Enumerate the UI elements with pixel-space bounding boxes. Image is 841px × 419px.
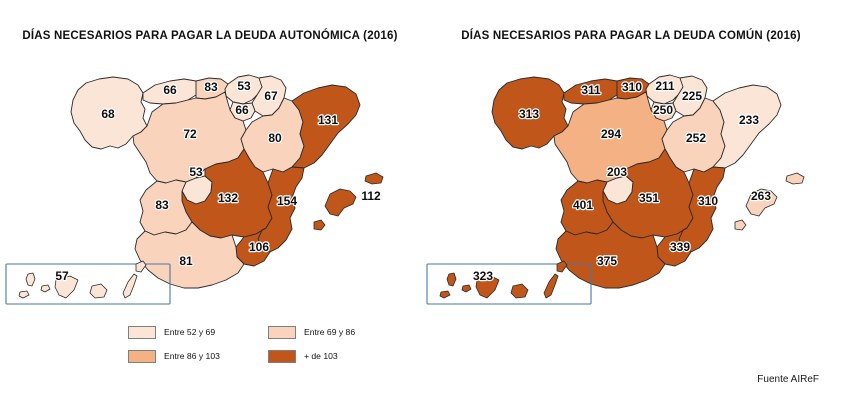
map-label-madrid: 53: [189, 165, 203, 179]
region-castilla-mancha[interactable]: [602, 148, 694, 239]
map-label-valencia: 310: [698, 194, 718, 208]
region-canarias-fuerteventura[interactable]: [543, 273, 559, 299]
legend-row: Entre 52 y 69 Entre 69 y 86: [128, 322, 408, 342]
legend-swatch-icon: [128, 325, 156, 339]
region-canarias-el-hierro[interactable]: [439, 290, 451, 299]
region-canarias-la-gomera[interactable]: [40, 284, 51, 293]
legend-row: Entre 86 y 103 + de 103: [128, 346, 408, 366]
region-andalucia[interactable]: [134, 221, 245, 289]
canary-islands-box: [426, 263, 592, 305]
map-label-valencia: 154: [277, 194, 297, 208]
map-label-castilla-mancha: 351: [639, 191, 659, 205]
map-label-murcia: 339: [670, 240, 690, 254]
panel-deuda-comun: DÍAS NECESARIOS PARA PAGAR LA DEUDA COMÚ…: [421, 0, 841, 419]
region-cataluna[interactable]: [291, 84, 361, 169]
legend-swatch-icon: [128, 349, 156, 363]
legend-label: + de 103: [304, 351, 338, 361]
map-label-baleares: 112: [361, 189, 381, 203]
map-label-aragon: 252: [686, 131, 706, 145]
map-label-madrid: 203: [607, 165, 627, 179]
region-baleares-ibiza[interactable]: [734, 219, 747, 231]
map-label-castilla-leon: 72: [183, 127, 197, 141]
region-canarias-lanzarote[interactable]: [556, 260, 568, 273]
region-canarias-gran-canaria[interactable]: [89, 283, 108, 299]
region-canarias-el-hierro[interactable]: [18, 290, 30, 299]
map-label-galicia: 68: [101, 107, 115, 121]
map-label-cantabria: 310: [622, 80, 642, 94]
panel-deuda-autonomica: DÍAS NECESARIOS PARA PAGAR LA DEUDA AUTO…: [0, 0, 420, 419]
legend-item-2[interactable]: Entre 86 y 103: [128, 349, 268, 363]
map-label-castilla-mancha: 132: [218, 191, 238, 205]
region-baleares[interactable]: [745, 188, 778, 217]
legend-label: Entre 52 y 69: [164, 327, 216, 337]
map-label-extremadura: 83: [155, 198, 169, 212]
region-canarias-la-palma[interactable]: [446, 272, 457, 287]
region-cataluna[interactable]: [712, 84, 782, 169]
canary-islands-box: [5, 263, 171, 305]
spain-map-svg-right: 313 311 310 211 225 250 294 252 233 203 …: [426, 74, 805, 305]
legend-swatch-icon: [268, 325, 296, 339]
legend-label: Entre 69 y 86: [304, 327, 356, 337]
map-label-murcia: 106: [249, 240, 269, 254]
page-title-left: DÍAS NECESARIOS PARA PAGAR LA DEUDA AUTO…: [22, 30, 398, 42]
map-label-canarias: 323: [473, 269, 493, 283]
region-andalucia[interactable]: [555, 221, 666, 289]
region-baleares-menorca[interactable]: [785, 172, 805, 185]
map-label-cataluna: 233: [739, 113, 759, 127]
region-canarias-tenerife[interactable]: [54, 275, 79, 299]
map-label-extremadura: 401: [573, 198, 593, 212]
map-label-la-rioja: 66: [235, 103, 249, 117]
region-valencia[interactable]: [678, 166, 726, 253]
map-label-andalucia: 375: [597, 254, 617, 268]
legend-item-3[interactable]: + de 103: [268, 349, 408, 363]
region-baleares-menorca[interactable]: [364, 172, 384, 185]
map-right: 313 311 310 211 225 250 294 252 233 203 …: [421, 52, 841, 312]
source-note: Fuente AIReF: [757, 374, 819, 385]
region-castilla-mancha[interactable]: [181, 148, 273, 239]
map-label-canarias: 57: [55, 269, 69, 283]
map-label-baleares: 263: [751, 189, 771, 203]
region-canarias-la-gomera[interactable]: [461, 284, 472, 293]
map-label-la-rioja: 250: [653, 103, 673, 117]
page-title-right: DÍAS NECESARIOS PARA PAGAR LA DEUDA COMÚ…: [461, 30, 801, 42]
legend-item-1[interactable]: Entre 69 y 86: [268, 325, 408, 339]
legend-swatch-icon: [268, 349, 296, 363]
map-label-aragon: 80: [268, 131, 282, 145]
region-canarias-gran-canaria[interactable]: [510, 283, 529, 299]
map-label-andalucia: 81: [179, 254, 193, 268]
map-label-castilla-leon: 294: [601, 127, 621, 141]
region-canarias-tenerife[interactable]: [475, 275, 500, 299]
region-canarias-lanzarote[interactable]: [135, 260, 147, 273]
region-canarias-fuerteventura[interactable]: [122, 273, 138, 299]
map-left: 68 66 83 53 67 66 72 80 131 53 132 154 1…: [0, 52, 420, 312]
map-label-pais-vasco: 211: [655, 79, 675, 93]
region-baleares[interactable]: [324, 188, 357, 217]
map-label-asturias: 66: [163, 83, 177, 97]
map-label-navarra: 225: [682, 89, 702, 103]
map-label-asturias: 311: [581, 83, 601, 97]
legend-label: Entre 86 y 103: [164, 351, 220, 361]
region-valencia[interactable]: [257, 166, 305, 253]
legend-item-0[interactable]: Entre 52 y 69: [128, 325, 268, 339]
map-label-galicia: 313: [519, 107, 539, 121]
spain-map-svg-left: 68 66 83 53 67 66 72 80 131 53 132 154 1…: [5, 74, 384, 305]
map-label-navarra: 67: [264, 89, 278, 103]
legend-left: Entre 52 y 69 Entre 69 y 86 Entre 86 y 1…: [128, 322, 408, 370]
region-canarias-la-palma[interactable]: [25, 272, 36, 287]
map-label-cataluna: 131: [318, 113, 338, 127]
region-baleares-ibiza[interactable]: [313, 219, 326, 231]
map-label-cantabria: 83: [204, 80, 218, 94]
map-label-pais-vasco: 53: [237, 79, 251, 93]
